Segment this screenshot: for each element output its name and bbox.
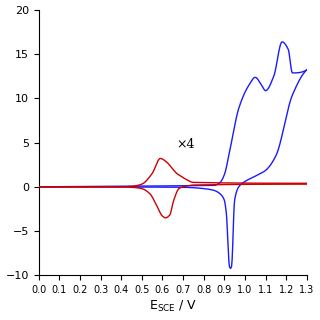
Text: ×4: ×4: [176, 138, 194, 151]
X-axis label: $\mathrm{E_{SCE}}$ / V: $\mathrm{E_{SCE}}$ / V: [149, 299, 197, 315]
